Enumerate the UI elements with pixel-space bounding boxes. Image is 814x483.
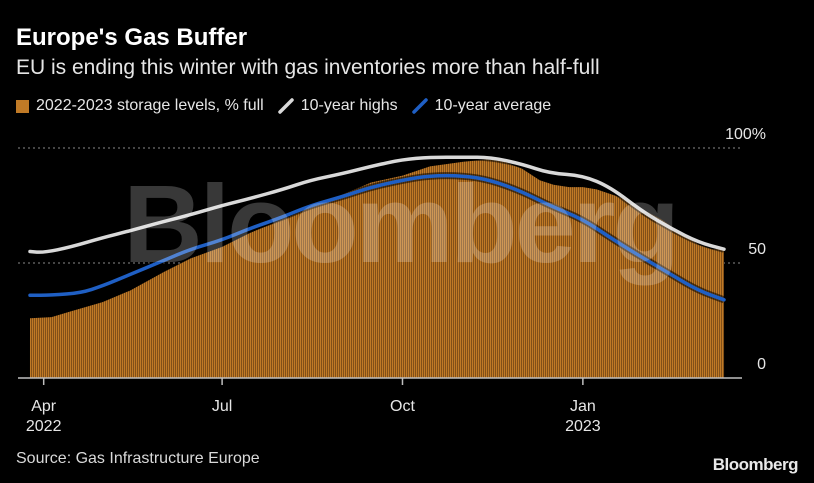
legend-item-highs: 10-year highs [277, 97, 398, 115]
source-note: Source: Gas Infrastructure Europe [16, 450, 260, 467]
legend-swatch-storage [16, 99, 29, 113]
x-tick-year-2022: 2022 [26, 418, 62, 435]
chart-subtitle: EU is ending this winter with gas invent… [16, 56, 600, 79]
series-line-highs [28, 155, 726, 254]
x-tick-label-oct: Oct [390, 398, 415, 415]
legend-swatch-highs [277, 98, 294, 114]
legend-label-highs: 10-year highs [300, 97, 398, 114]
watermark: Bloomberg [123, 163, 677, 286]
legend: 2022-2023 storage levels, % full 10-year… [16, 97, 565, 115]
bloomberg-logo: Bloomberg [712, 455, 799, 474]
storage-area-fill [29, 159, 725, 378]
series-line-average [28, 173, 726, 302]
y-tick-label-0: 0 [757, 356, 766, 373]
x-tick-label-jan: Jan [570, 398, 596, 415]
x-tick-label-apr: Apr [31, 398, 57, 415]
y-tick-label-100: 100% [725, 126, 766, 143]
series-lines [28, 153, 726, 304]
legend-label-average: 10-year average [434, 97, 552, 114]
x-axis-ticks: Apr 2022 Jul Oct Jan 2023 [26, 378, 601, 435]
x-tick-label-jul: Jul [212, 398, 232, 415]
chart-title: Europe's Gas Buffer [16, 24, 248, 51]
storage-area [29, 159, 725, 378]
y-axis-ticks: 100% 50 0 [725, 126, 766, 373]
y-tick-label-50: 50 [748, 241, 766, 258]
legend-swatch-average [411, 98, 428, 114]
legend-label-storage: 2022-2023 storage levels, % full [36, 97, 264, 114]
x-tick-year-2023: 2023 [565, 418, 601, 435]
legend-item-average: 10-year average [411, 97, 552, 115]
legend-item-storage: 2022-2023 storage levels, % full [16, 97, 264, 115]
